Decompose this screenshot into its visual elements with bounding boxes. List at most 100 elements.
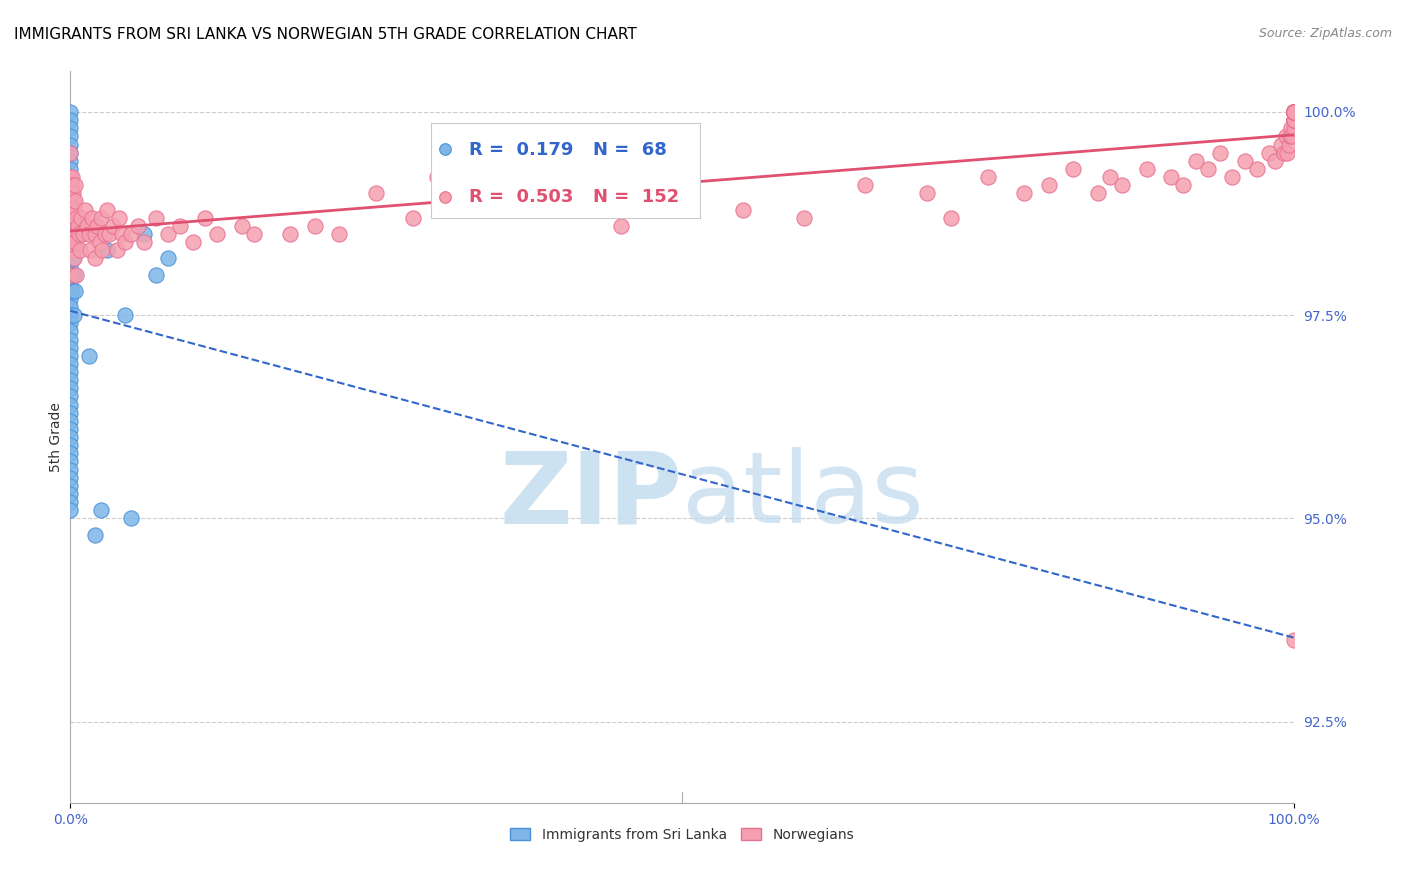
Point: [1282, 105, 1305, 120]
Point: [63, 194, 86, 209]
Point: [1282, 105, 1305, 120]
Point: [1282, 105, 1305, 120]
Point: [59, 129, 82, 144]
Point: [1282, 105, 1305, 120]
Point: [62, 186, 84, 201]
Point: [733, 202, 755, 217]
Point: [83, 227, 105, 241]
Point: [1160, 169, 1182, 184]
Point: [1282, 105, 1305, 120]
Point: [132, 235, 155, 249]
Point: [1278, 129, 1301, 144]
Point: [59, 145, 82, 160]
Point: [194, 211, 217, 225]
Point: [66, 219, 89, 233]
Point: [59, 471, 82, 485]
Point: [114, 308, 136, 322]
Point: [59, 227, 82, 241]
Point: [1278, 137, 1301, 152]
Point: [793, 211, 815, 225]
Point: [1282, 105, 1305, 120]
Point: [59, 186, 82, 201]
Point: [1282, 105, 1305, 120]
Legend: Immigrants from Sri Lanka, Norwegians: Immigrants from Sri Lanka, Norwegians: [503, 822, 860, 847]
Point: [59, 276, 82, 290]
Point: [145, 211, 167, 225]
Point: [59, 316, 82, 330]
Point: [1282, 121, 1305, 136]
Point: [70, 211, 93, 225]
Point: [855, 178, 877, 193]
Point: [63, 284, 86, 298]
Point: [169, 219, 191, 233]
Point: [1099, 169, 1122, 184]
Point: [610, 219, 633, 233]
Y-axis label: 5th Grade: 5th Grade: [49, 402, 63, 472]
Point: [426, 169, 449, 184]
Point: [59, 268, 82, 282]
Point: [59, 308, 82, 322]
Point: [1062, 161, 1084, 176]
Point: [83, 527, 105, 541]
Point: [59, 186, 82, 201]
Point: [86, 219, 108, 233]
Point: [59, 105, 82, 120]
Point: [59, 145, 82, 160]
Point: [89, 235, 111, 249]
Point: [59, 161, 82, 176]
Point: [1282, 105, 1305, 120]
Point: [1111, 178, 1133, 193]
Point: [98, 227, 121, 241]
Text: Source: ZipAtlas.com: Source: ZipAtlas.com: [1258, 27, 1392, 40]
Point: [121, 227, 143, 241]
Point: [59, 487, 82, 501]
Point: [1282, 105, 1305, 120]
Point: [1197, 161, 1219, 176]
Point: [59, 381, 82, 395]
Point: [59, 202, 82, 217]
Point: [1220, 169, 1243, 184]
Point: [1282, 105, 1305, 120]
Point: [59, 252, 82, 266]
Point: [1282, 105, 1305, 120]
Text: ZIP: ZIP: [499, 447, 682, 544]
Point: [127, 219, 149, 233]
Point: [1282, 105, 1305, 120]
Point: [1282, 105, 1305, 120]
Point: [108, 211, 131, 225]
Point: [59, 227, 82, 241]
Point: [63, 235, 86, 249]
Point: [1282, 105, 1305, 120]
Point: [90, 503, 112, 517]
Point: [121, 511, 143, 525]
Point: [77, 349, 100, 363]
Point: [59, 243, 82, 257]
Point: [59, 414, 82, 428]
Point: [59, 422, 82, 436]
Point: [304, 219, 326, 233]
Point: [59, 365, 82, 379]
Point: [1282, 105, 1305, 120]
Point: [1279, 121, 1302, 136]
Point: [69, 243, 91, 257]
Point: [62, 194, 84, 209]
Point: [59, 479, 82, 493]
Point: [1282, 105, 1305, 120]
Point: [59, 341, 82, 355]
Point: [157, 252, 180, 266]
Point: [59, 438, 82, 452]
Point: [60, 284, 83, 298]
Point: [59, 349, 82, 363]
Point: [59, 373, 82, 387]
Point: [59, 227, 82, 241]
Point: [63, 268, 86, 282]
Point: [280, 227, 302, 241]
Point: [1246, 161, 1268, 176]
Point: [60, 219, 83, 233]
Point: [1282, 105, 1305, 120]
Point: [915, 186, 938, 201]
Point: [60, 178, 83, 193]
Point: [59, 454, 82, 468]
Point: [67, 227, 90, 241]
Point: [1282, 105, 1305, 120]
